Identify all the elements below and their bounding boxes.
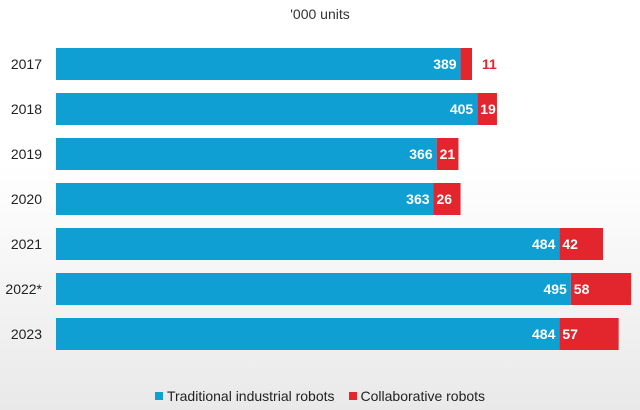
value-label-traditional: 495 (543, 281, 567, 297)
value-label-traditional: 389 (433, 56, 457, 72)
category-label: 2018 (11, 101, 42, 117)
bar-collaborative (460, 48, 472, 80)
bar-traditional (56, 273, 571, 305)
value-label-collaborative: 21 (440, 146, 456, 162)
bar-collaborative (477, 93, 497, 125)
value-label-traditional: 484 (532, 326, 556, 342)
bar-traditional (56, 48, 461, 80)
category-label: 2017 (11, 56, 42, 72)
legend-label-traditional: Traditional industrial robots (166, 388, 335, 404)
bar-collaborative (559, 318, 619, 350)
bar-collaborative (559, 228, 604, 260)
bars-group: 2017 389 11 2018 405 19 2019 366 21 2020 363 26 2021… (5, 48, 632, 350)
bar-traditional (56, 318, 560, 350)
legend-swatch-traditional (154, 392, 163, 400)
bar-collaborative (436, 138, 459, 170)
bar-traditional (56, 183, 434, 215)
value-label-collaborative: 11 (482, 56, 497, 72)
value-label-collaborative: 57 (562, 326, 578, 342)
category-label: 2020 (11, 191, 42, 207)
value-label-traditional: 366 (409, 146, 433, 162)
category-label: 2019 (11, 146, 42, 162)
legend-item-traditional: Traditional industrial robots (154, 388, 335, 404)
legend: Traditional industrial robots Collaborat… (0, 388, 640, 404)
bar-traditional (56, 228, 560, 260)
value-label-collaborative: 19 (480, 101, 496, 117)
value-label-traditional: 484 (532, 236, 556, 252)
category-label: 2022* (5, 281, 42, 297)
value-label-traditional: 405 (450, 101, 474, 117)
bar-collaborative (570, 273, 632, 305)
legend-swatch-collaborative (348, 392, 357, 400)
stacked-bar-chart: 2017 389 11 2018 405 19 2019 366 21 2020 363 26 2021… (5, 48, 632, 350)
value-label-traditional: 363 (406, 191, 430, 207)
category-label: 2023 (11, 326, 42, 342)
value-label-collaborative: 42 (562, 236, 578, 252)
legend-item-collaborative: Collaborative robots (348, 388, 486, 404)
bar-traditional (56, 138, 437, 170)
value-label-collaborative: 26 (437, 191, 453, 207)
unit-label: '000 units (290, 6, 350, 22)
bar-collaborative (433, 183, 461, 215)
bar-traditional (56, 93, 478, 125)
category-label: 2021 (11, 236, 42, 252)
value-label-collaborative: 58 (574, 281, 590, 297)
legend-label-collaborative: Collaborative robots (360, 388, 486, 404)
